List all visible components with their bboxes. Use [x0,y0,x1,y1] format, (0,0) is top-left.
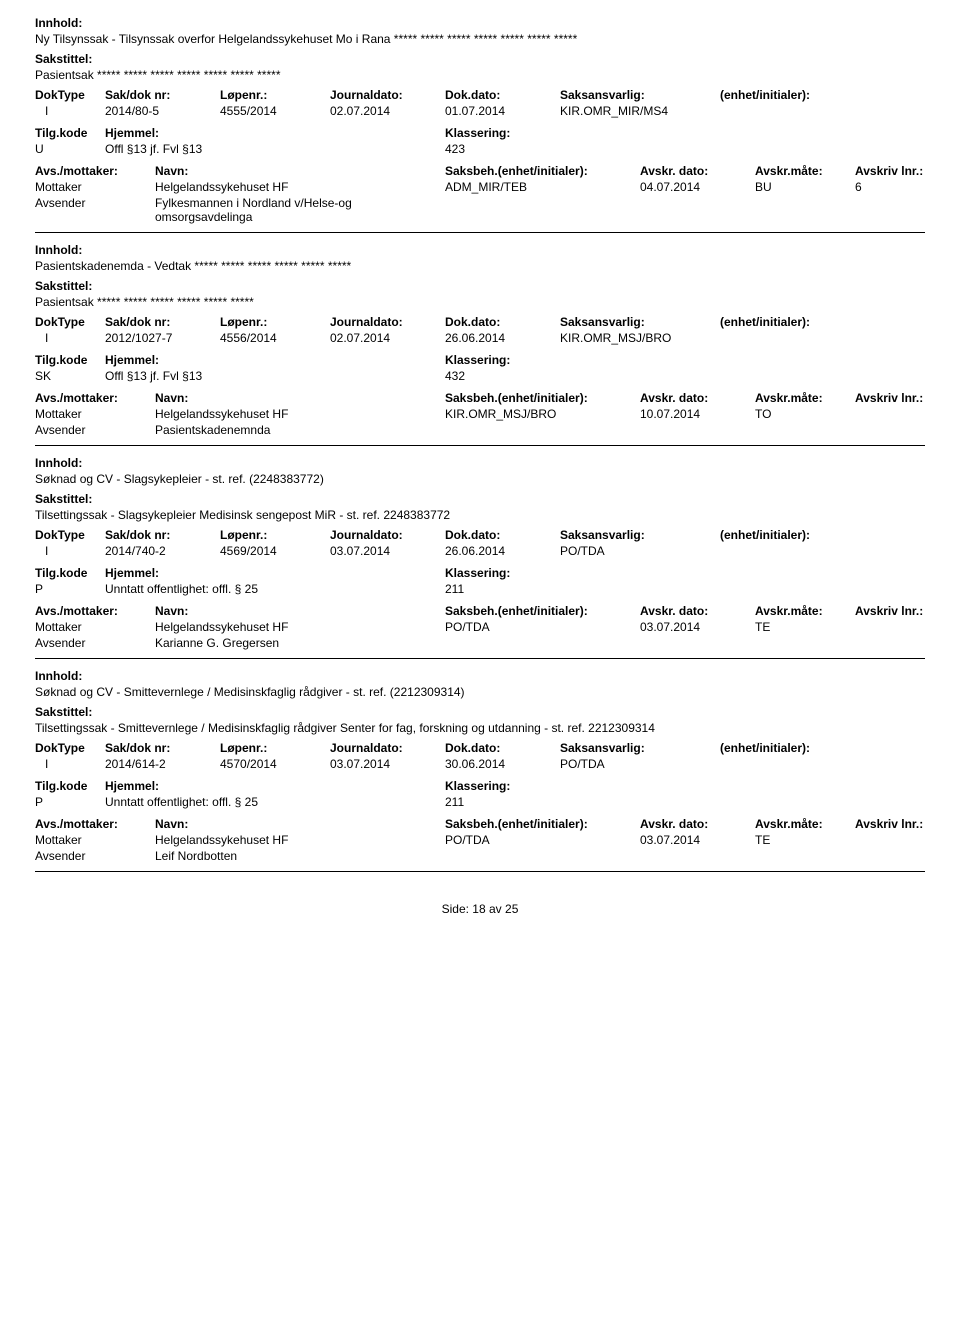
sakstittel-label: Sakstittel: [35,279,925,293]
avsender-label: Avsender [35,196,155,224]
col-avskrdato: Avskr. dato: [640,164,755,178]
col-klass: Klassering: [445,126,925,140]
innhold-text: Søknad og CV - Smittevernlege / Medisins… [35,685,925,699]
val-saksbeh: ADM_MIR/TEB [445,180,640,194]
innhold-label: Innhold: [35,243,925,257]
journal-record: Innhold: Søknad og CV - Slagsykepleier -… [35,456,925,659]
col-avsmottaker: Avs./mottaker: [35,164,155,178]
sakstittel-text: Tilsettingssak - Smittevernlege / Medisi… [35,721,925,735]
col-lopenr: Løpenr.: [220,88,330,102]
journal-record: Innhold: Søknad og CV - Smittevernlege /… [35,669,925,872]
col-tilgkode: Tilg.kode [35,126,105,140]
sakstittel-label: Sakstittel: [35,52,925,66]
innhold-label: Innhold: [35,16,925,30]
val-lopenr: 4555/2014 [220,104,330,118]
col-enhet: (enhet/initialer): [720,88,925,102]
val-avskrdato: 04.07.2014 [640,180,755,194]
journal-record: Innhold: Ny Tilsynssak - Tilsynssak over… [35,16,925,233]
innhold-text: Pasientskadenemda - Vedtak ***** ***** *… [35,259,925,273]
val-hjemmel: Offl §13 jf. Fvl §13 [105,142,445,156]
col-avskrmate: Avskr.måte: [755,164,855,178]
sakstittel-text: Pasientsak ***** ***** ***** ***** *****… [35,68,925,82]
col-saksansv: Saksansvarlig: [560,88,720,102]
val-ddate: 01.07.2014 [445,104,560,118]
val-saknr: 2014/80-5 [105,104,220,118]
col-ddate: Dok.dato: [445,88,560,102]
col-navn: Navn: [155,164,445,178]
sakstittel-label: Sakstittel: [35,492,925,506]
sakstittel-label: Sakstittel: [35,705,925,719]
val-tilgkode: U [35,142,105,156]
col-jdate: Journaldato: [330,88,445,102]
val-jdate: 02.07.2014 [330,104,445,118]
avsender-navn: Fylkesmannen i Nordland v/Helse-og omsor… [155,196,415,224]
val-saksansv: KIR.OMR_MIR/MS4 [560,104,720,118]
innhold-text: Ny Tilsynssak - Tilsynssak overfor Helge… [35,32,925,46]
col-saksbeh: Saksbeh.(enhet/initialer): [445,164,640,178]
mottaker-label: Mottaker [35,180,155,194]
sakstittel-text: Tilsettingssak - Slagsykepleier Medisins… [35,508,925,522]
page-footer: Side: 18 av 25 [35,902,925,916]
innhold-label: Innhold: [35,669,925,683]
val-avskrmate: BU [755,180,855,194]
innhold-label: Innhold: [35,456,925,470]
val-klass: 423 [445,142,925,156]
journal-record: Innhold: Pasientskadenemda - Vedtak ****… [35,243,925,446]
sakstittel-text: Pasientsak ***** ***** ***** ***** *****… [35,295,925,309]
innhold-text: Søknad og CV - Slagsykepleier - st. ref.… [35,472,925,486]
col-avskrlnr: Avskriv lnr.: [855,164,925,178]
col-doktype: DokType [35,88,105,102]
col-saknr: Sak/dok nr: [105,88,220,102]
mottaker-navn: Helgelandssykehuset HF [155,180,445,194]
val-avskrlnr: 6 [855,180,925,194]
val-doktype: I [35,104,105,118]
col-hjemmel: Hjemmel: [105,126,445,140]
